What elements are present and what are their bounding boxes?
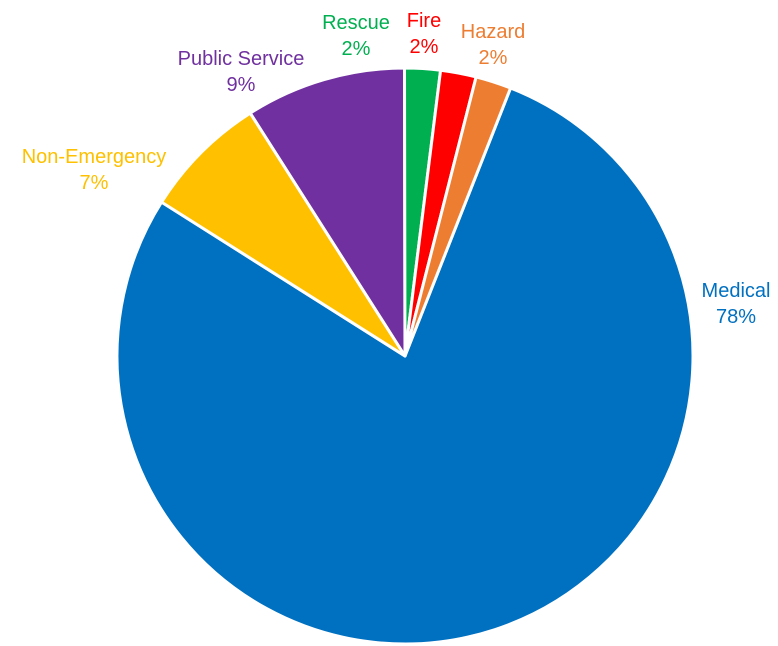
- slice-value-fire: 2%: [410, 36, 439, 58]
- slice-value-medical: 78%: [716, 306, 756, 328]
- pie-slice-hazard: [403, 75, 513, 358]
- slice-label-non-emergency: Non-Emergency: [22, 146, 167, 168]
- pie-slice-medical: [115, 86, 695, 646]
- slice-label-rescue: Rescue: [322, 12, 390, 34]
- slice-value-non-emergency: 7%: [80, 172, 109, 194]
- slice-label-public-service: Public Service: [178, 48, 305, 70]
- pie-slices: [115, 66, 695, 646]
- slice-value-rescue: 2%: [342, 38, 371, 60]
- pie-slice-non-emergency: [160, 111, 407, 358]
- slice-value-hazard: 2%: [479, 47, 508, 69]
- slice-label-medical: Medical: [702, 280, 771, 302]
- slice-value-public-service: 9%: [227, 74, 256, 96]
- slice-label-hazard: Hazard: [461, 21, 525, 43]
- slice-label-fire: Fire: [407, 10, 441, 32]
- pie-slice-public-service: [248, 66, 407, 358]
- pie-labels: Medical 78% Non-Emergency 7% Public Service 9…: [22, 10, 771, 328]
